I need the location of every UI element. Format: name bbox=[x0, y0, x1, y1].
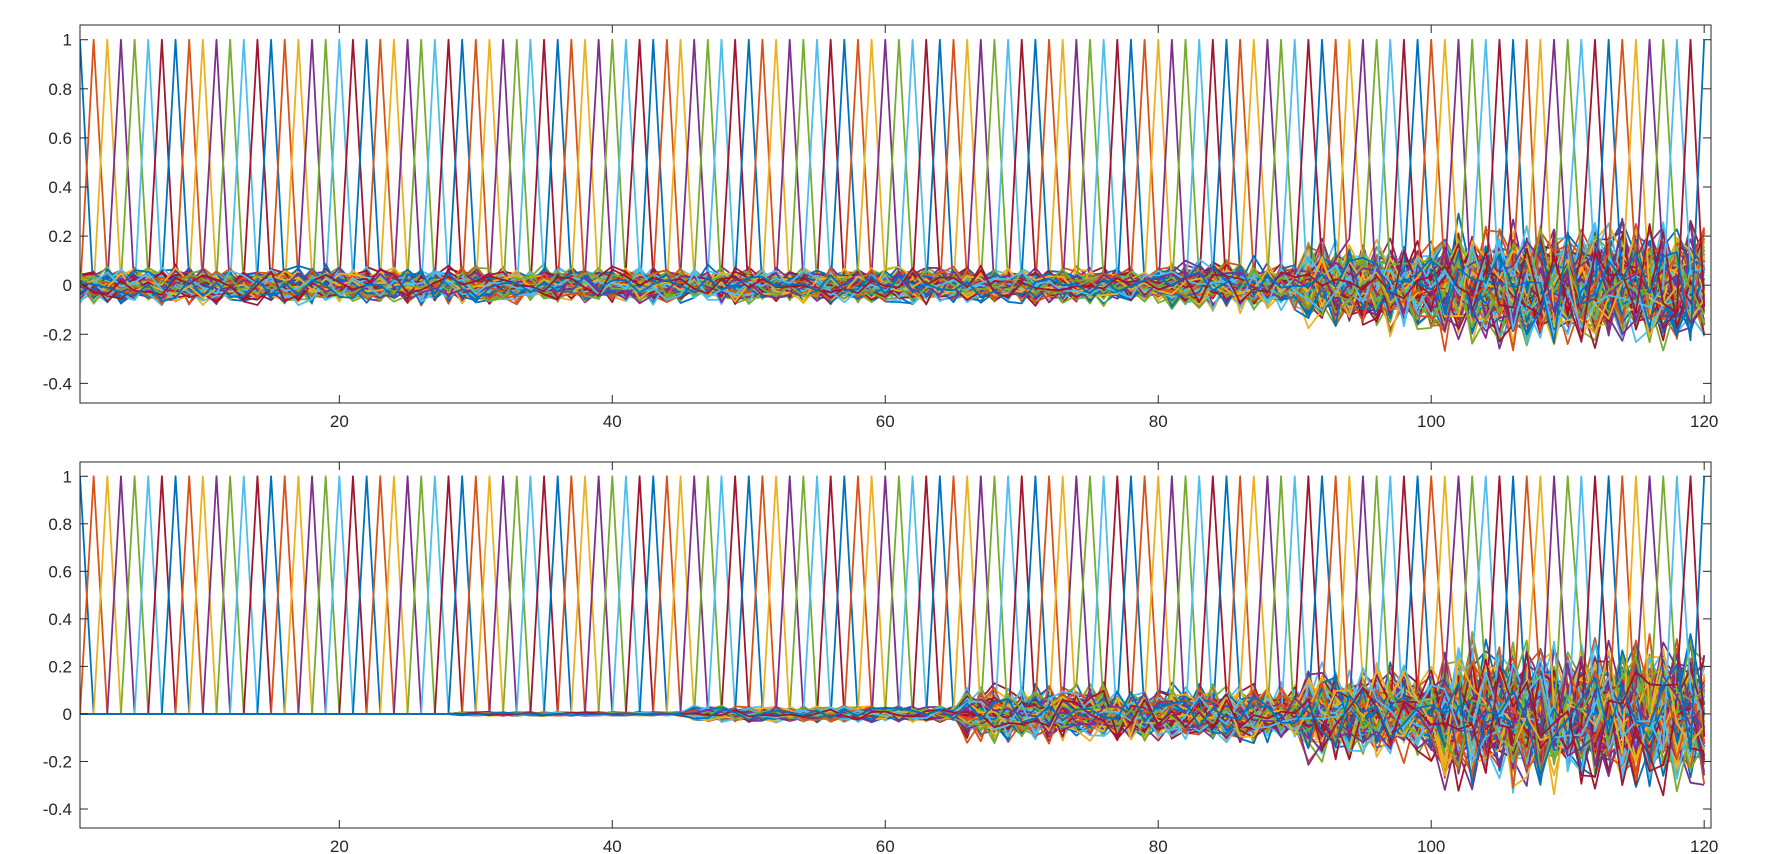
bottom-panel-series-group bbox=[80, 475, 1706, 797]
y-tick-label: 0.6 bbox=[48, 129, 72, 148]
series-line-120 bbox=[80, 476, 1706, 786]
y-tick-label: 0.4 bbox=[48, 178, 72, 197]
series-line-120 bbox=[80, 39, 1706, 345]
y-tick-label: 0.6 bbox=[48, 562, 72, 581]
x-tick-label: 120 bbox=[1690, 837, 1718, 854]
bottom-panel-ticks: 20 40 60 80 100 120 1 0.8 0.6 0.4 0.2 0 -0.2 -0.4 bbox=[43, 462, 1718, 854]
y-tick-label: 0.8 bbox=[48, 80, 72, 99]
y-tick-label: -0.4 bbox=[43, 374, 72, 393]
x-tick-label: 40 bbox=[603, 412, 622, 431]
bottom-panel-axes-box bbox=[79, 461, 1712, 829]
top-panel-series-group bbox=[80, 38, 1706, 352]
x-tick-label: 100 bbox=[1417, 837, 1445, 854]
y-tick-label: 0.2 bbox=[48, 227, 72, 246]
y-tick-label: 1 bbox=[63, 31, 72, 50]
x-tick-label: 80 bbox=[1149, 412, 1168, 431]
x-tick-label: 100 bbox=[1417, 412, 1445, 431]
top-panel-ticks: 20 40 60 80 100 120 1 0.8 0.6 0.4 0.2 0 -0.2 -0.4 bbox=[43, 25, 1718, 431]
y-tick-label: -0.2 bbox=[43, 325, 72, 344]
x-tick-label: 60 bbox=[876, 837, 895, 854]
y-tick-label: 0.4 bbox=[48, 610, 72, 629]
series-line-118 bbox=[80, 38, 1705, 338]
y-tick-label: -0.4 bbox=[43, 800, 72, 819]
series-line-117 bbox=[80, 38, 1705, 345]
top-panel: 20 40 60 80 100 120 1 0.8 0.6 0.4 0.2 0 -0.2 -0.4 bbox=[43, 24, 1718, 431]
series-line-116 bbox=[80, 38, 1705, 343]
x-tick-label: 80 bbox=[1149, 837, 1168, 854]
y-tick-label: 0.8 bbox=[48, 515, 72, 534]
x-tick-label: 20 bbox=[330, 837, 349, 854]
y-tick-label: 0 bbox=[63, 705, 72, 724]
x-tick-label: 60 bbox=[876, 412, 895, 431]
x-tick-label: 40 bbox=[603, 837, 622, 854]
y-tick-label: 0.2 bbox=[48, 657, 72, 676]
series-line-119 bbox=[80, 38, 1706, 342]
bottom-panel: 20 40 60 80 100 120 1 0.8 0.6 0.4 0.2 0 -0.2 -0.4 bbox=[43, 461, 1718, 854]
top-panel-axes-box bbox=[79, 24, 1712, 404]
y-tick-label: 0 bbox=[63, 276, 72, 295]
y-tick-label: -0.2 bbox=[43, 752, 72, 771]
x-tick-label: 120 bbox=[1690, 412, 1718, 431]
y-tick-label: 1 bbox=[63, 467, 72, 486]
x-tick-label: 20 bbox=[330, 412, 349, 431]
